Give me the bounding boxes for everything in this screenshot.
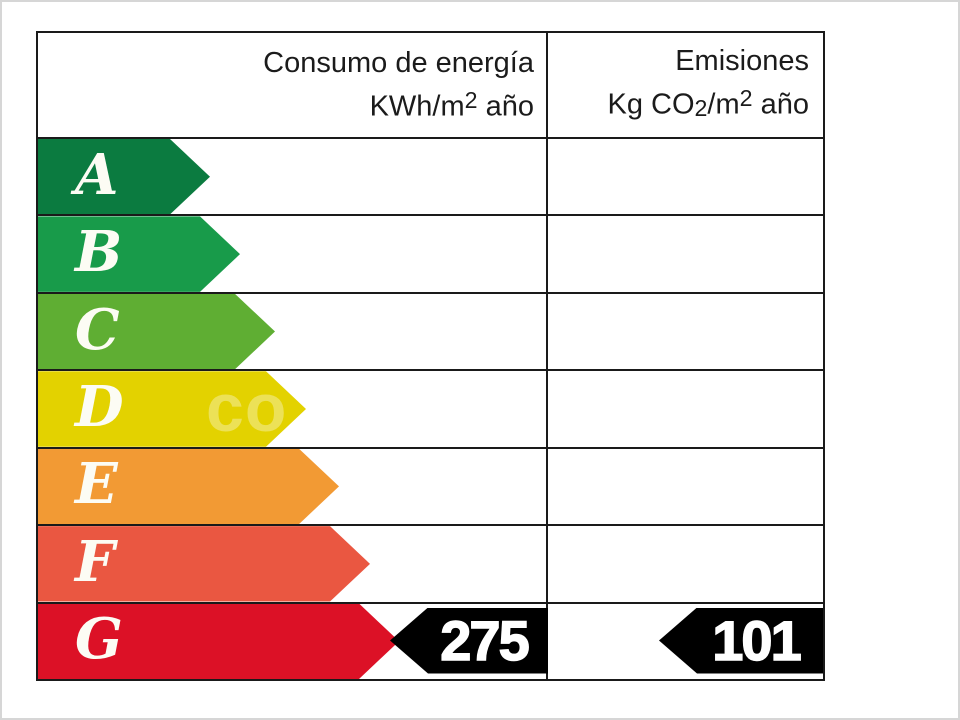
rating-letter-e: E (75, 451, 118, 518)
superscript-2: 2 (464, 86, 478, 113)
rating-letter-a: A (75, 141, 119, 208)
emissions-value: 101 (712, 608, 803, 672)
rating-row-d: D co (38, 369, 823, 446)
rating-row-g: G 275 101 (38, 601, 823, 679)
rating-table: Consumo de energía KWh/m2 año Emisiones … (36, 31, 825, 681)
energy-header-line1: Consumo de energía (263, 46, 534, 79)
rating-letter-f: F (75, 528, 115, 595)
emissions-column-header: Emisiones Kg CO2/m2 año (548, 33, 823, 137)
emissions-header-line1: Emisiones (675, 44, 809, 77)
rating-arrow-e: E (38, 449, 339, 524)
rating-arrow-b: B (38, 216, 240, 291)
rating-rows: A B C D co E (38, 137, 823, 679)
energy-header-line2: KWh/m2 año (369, 86, 534, 123)
energy-column-header: Consumo de energía KWh/m2 año (38, 33, 546, 137)
rating-letter-b: B (75, 219, 123, 286)
rating-row-b: B (38, 214, 823, 291)
rating-row-f: F (38, 524, 823, 601)
rating-arrow-f: F (38, 526, 370, 601)
rating-row-e: E (38, 446, 823, 524)
column-divider (546, 33, 548, 679)
rating-row-c: C (38, 291, 823, 369)
superscript-2: 2 (739, 84, 753, 111)
rating-letter-g: G (75, 606, 123, 673)
rating-arrow-d: D (38, 371, 306, 446)
rating-arrow-a: A (38, 139, 210, 214)
table-header: Consumo de energía KWh/m2 año Emisiones … (38, 33, 823, 137)
emissions-header-line2: Kg CO2/m2 año (607, 84, 809, 122)
rating-letter-c: C (75, 296, 120, 363)
rating-row-a: A (38, 137, 823, 214)
consumption-value: 275 (440, 608, 531, 672)
rating-letter-d: D (75, 373, 124, 440)
rating-arrow-c: C (38, 294, 275, 369)
rating-arrow-g: G (38, 604, 399, 679)
consumption-value-arrow: 275 (390, 607, 548, 674)
subscript-2: 2 (694, 95, 708, 122)
emissions-value-arrow: 101 (659, 607, 823, 674)
